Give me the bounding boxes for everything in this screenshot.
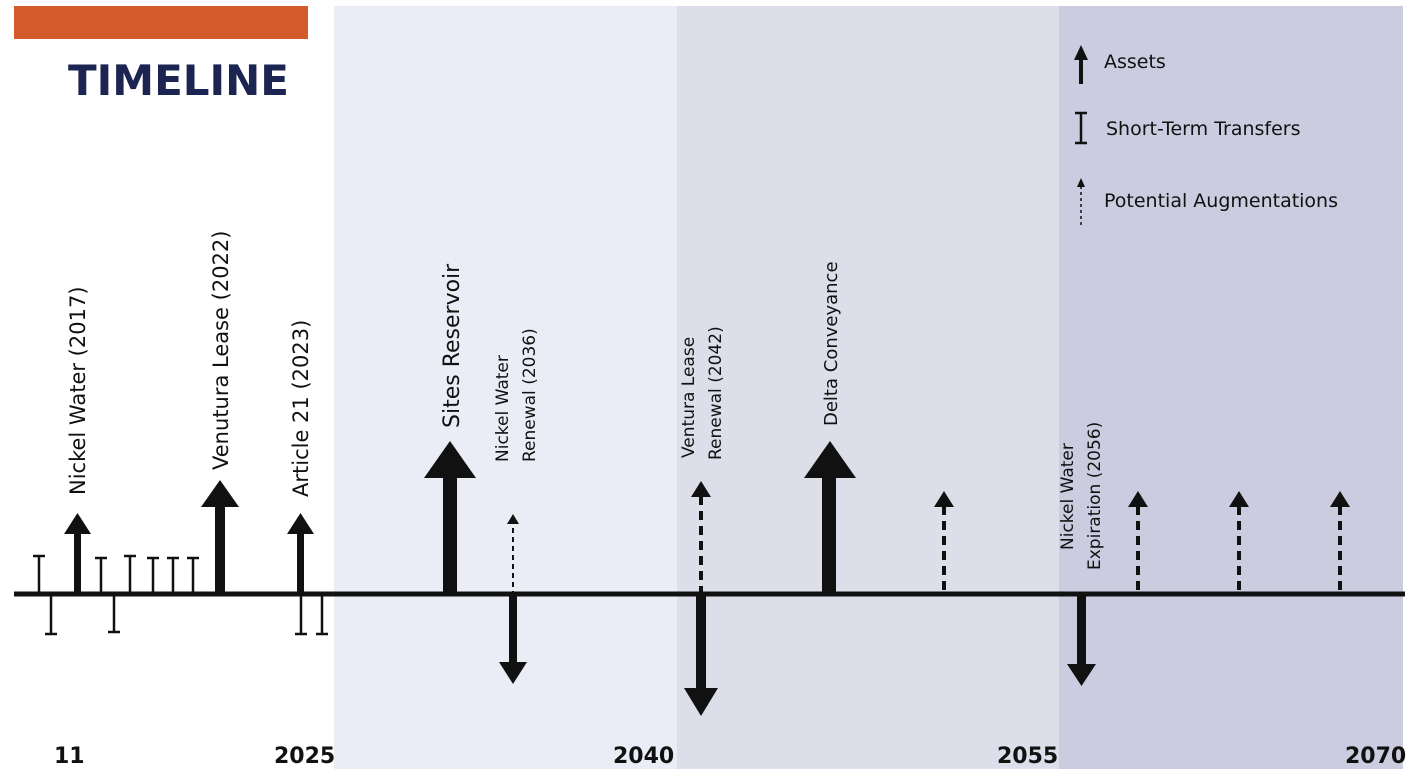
year-label-2055: 2055 [997,744,1058,769]
asset-arrow-ventura-lease [201,480,239,594]
label-ventura-renewal-line2: Renewal (2042) [706,326,726,460]
accent-bar [14,6,308,39]
label-nickel-renewal-line1: Nickel Water [493,355,513,462]
legend-short-term-label: Short-Term Transfers [1106,118,1301,140]
legend: Assets Short-Term Transfers Potential Au… [1074,45,1338,228]
label-nickel-renewal-line2: Renewal (2036) [520,328,540,462]
augmentation-arrow-2036 [507,514,519,594]
legend-short-term-icon [1075,111,1087,145]
asset-arrow-ventura-renewal-down [684,596,718,716]
label-ventura-renewal-line1: Ventura Lease [679,337,699,458]
short-term-transfers-below [45,594,328,636]
label-delta-conveyance: Delta Conveyance [821,261,842,426]
period-band-2055-2070 [1059,6,1403,769]
label-nickel-water: Nickel Water (2017) [66,286,90,495]
label-nickel-expiration-line1: Nickel Water [1058,443,1078,550]
period-band-2025-2040 [334,6,677,769]
transfer-tick [33,554,45,594]
legend-augmentation-label: Potential Augmentations [1104,190,1338,212]
legend-assets-label: Assets [1104,51,1166,73]
asset-arrow-nickel-expiration-down [1067,596,1096,686]
transfer-tick [316,594,328,636]
augmentation-arrow [1128,491,1148,594]
transfer-tick [108,594,120,634]
asset-arrow-delta-conveyance [804,441,856,594]
period-band-2040-2055 [677,6,1059,769]
asset-arrow-article-21 [287,513,314,594]
asset-arrow-nickel-water [64,513,91,594]
year-label-2025: 2025 [274,744,335,769]
label-sites-reservoir: Sites Reservoir [440,263,465,428]
transfer-tick [45,594,57,636]
short-term-transfers-above [33,554,199,594]
year-label-2070: 2070 [1345,744,1406,769]
year-label-2040: 2040 [613,744,674,769]
transfer-tick [167,556,179,594]
augmentation-arrow [1330,491,1350,594]
legend-assets-icon [1074,45,1088,84]
transfer-tick [295,594,307,636]
label-ventura-lease: Venutura Lease (2022) [209,231,233,470]
legend-augmentation-icon [1077,178,1085,228]
augmentation-arrow [1229,491,1249,594]
asset-arrow-sites-reservoir [424,441,476,594]
year-label-start: 11 [54,744,85,769]
transfer-tick [95,556,107,594]
augmentation-arrow-2042 [691,481,711,594]
transfer-tick [187,556,199,594]
label-article-21: Article 21 (2023) [289,320,313,497]
augmentation-arrow [934,491,954,594]
page-title: TIMELINE [68,56,289,105]
label-nickel-expiration-line2: Expiration (2056) [1085,422,1105,570]
transfer-tick [124,554,136,594]
transfer-tick [147,556,159,594]
asset-arrow-nickel-renewal-down [499,596,527,684]
